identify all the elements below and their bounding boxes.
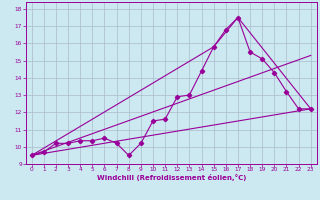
X-axis label: Windchill (Refroidissement éolien,°C): Windchill (Refroidissement éolien,°C) [97,174,246,181]
